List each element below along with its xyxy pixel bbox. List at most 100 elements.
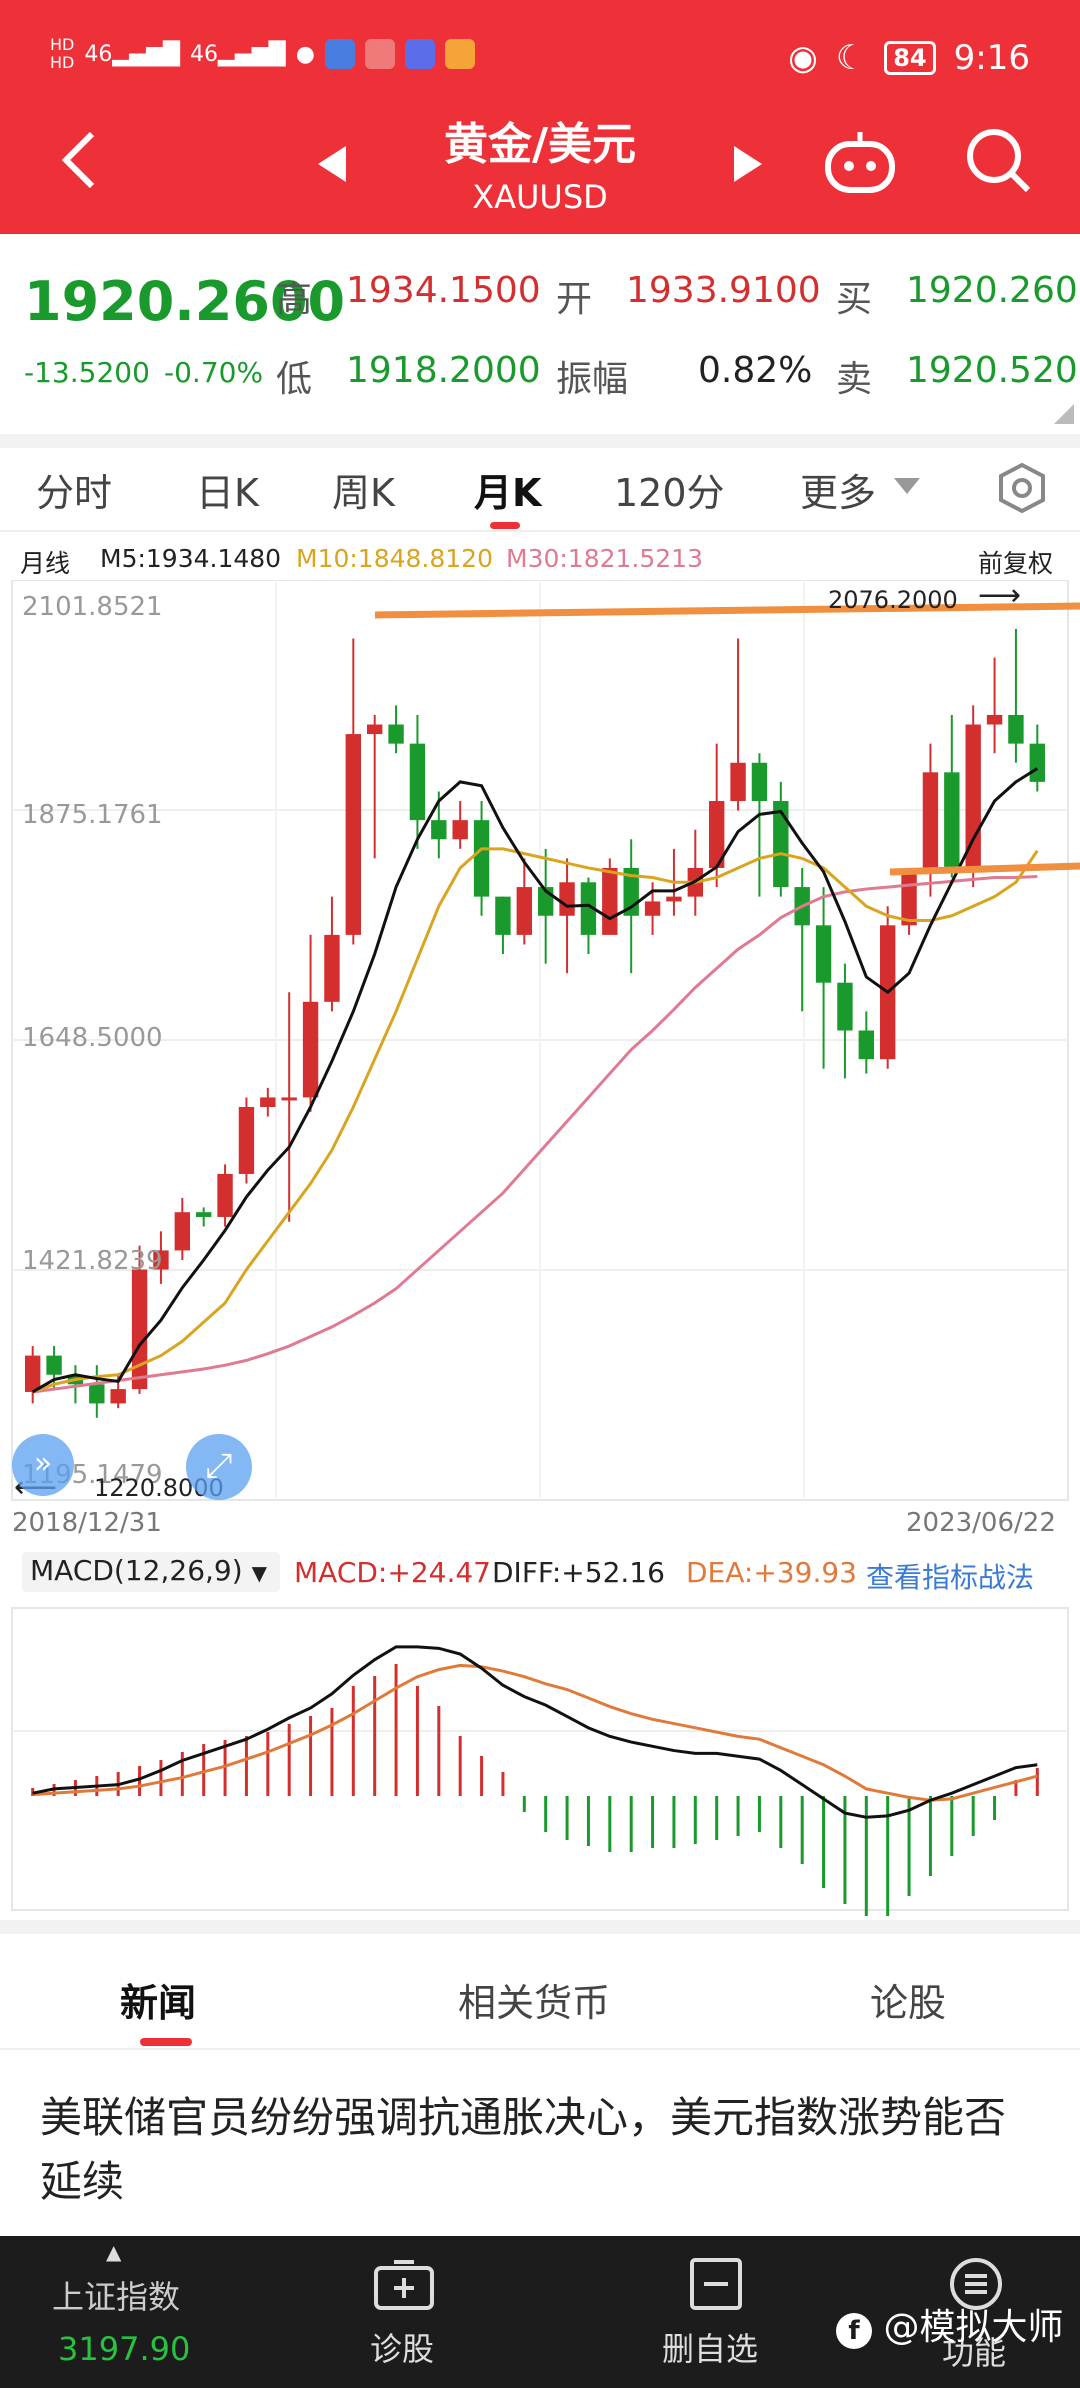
candle-body bbox=[110, 1389, 126, 1404]
macd-value: MACD:+24.47 bbox=[294, 1556, 491, 1589]
back-icon[interactable] bbox=[58, 130, 98, 190]
candle-body bbox=[1008, 714, 1024, 744]
diff-value: DIFF:+52.16 bbox=[492, 1556, 665, 1589]
support-trendline bbox=[889, 862, 1080, 876]
diagnose-button[interactable]: 诊股 bbox=[370, 2330, 435, 2368]
menu-icon[interactable] bbox=[948, 2256, 1004, 2312]
max-price-label: 2076.2000 bbox=[828, 586, 958, 614]
last-price: 1920.2600 bbox=[24, 270, 346, 333]
candle-body bbox=[708, 801, 725, 868]
y-tick-label: 1648.5000 bbox=[22, 1023, 163, 1053]
candle-body bbox=[516, 887, 533, 935]
buy-value: 1920.2600 bbox=[906, 270, 1080, 311]
expand-chart-button[interactable]: ⤢ bbox=[186, 1434, 252, 1500]
candle-body bbox=[858, 1030, 875, 1060]
candle-body bbox=[580, 882, 597, 935]
remove-watchlist-icon[interactable] bbox=[688, 2256, 744, 2312]
moon-icon: ☾ bbox=[835, 38, 867, 78]
tab-weekly-k[interactable]: 周K bbox=[332, 471, 395, 515]
divider bbox=[0, 434, 1080, 448]
active-tab-indicator bbox=[490, 522, 520, 529]
candle-body bbox=[366, 724, 383, 735]
amplitude-label: 振幅 bbox=[556, 359, 629, 400]
candle-body bbox=[1029, 743, 1046, 782]
search-icon[interactable] bbox=[964, 126, 1032, 194]
tab-daily-k[interactable]: 日K bbox=[196, 471, 259, 515]
candle-body bbox=[944, 772, 960, 868]
tab-news[interactable]: 新闻 bbox=[120, 1981, 197, 2025]
dea-value: DEA:+39.93 bbox=[686, 1556, 857, 1589]
candle-body bbox=[666, 896, 682, 902]
max-arrow-icon: ⟶ bbox=[978, 578, 1022, 613]
watermark-text: @模拟大师 bbox=[883, 2307, 1064, 2348]
sell-label: 卖 bbox=[836, 359, 873, 400]
adjust-mode[interactable]: 前复权 bbox=[978, 549, 1054, 578]
price-change: -13.5200 bbox=[24, 356, 150, 389]
divider bbox=[0, 1920, 1080, 1934]
scroll-left-button[interactable]: » bbox=[12, 1434, 74, 1496]
candle-body bbox=[153, 1250, 169, 1270]
robot-icon[interactable] bbox=[822, 126, 898, 196]
quote-panel: 1920.2600 -13.5200 -0.70% 高 1934.1500 低 … bbox=[0, 234, 1080, 434]
candle-body bbox=[46, 1355, 62, 1375]
buy-label: 买 bbox=[836, 279, 873, 320]
symbol-code: XAUUSD bbox=[472, 178, 608, 216]
candle-body bbox=[217, 1173, 233, 1217]
candlestick-chart[interactable] bbox=[0, 580, 1080, 1540]
candle-body bbox=[773, 801, 789, 888]
tab-more[interactable]: 更多 bbox=[800, 471, 877, 515]
tab-120min[interactable]: 120分 bbox=[614, 471, 725, 515]
index-name[interactable]: 上证指数 bbox=[52, 2278, 181, 2316]
eye-icon: ◉ bbox=[788, 38, 818, 78]
candle-body bbox=[452, 820, 468, 840]
app-icon bbox=[324, 39, 355, 69]
tab-timeshare[interactable]: 分时 bbox=[36, 471, 113, 515]
diff-line bbox=[32, 1645, 1038, 1819]
tab-discussion[interactable]: 论股 bbox=[870, 1981, 947, 2025]
candle-body bbox=[751, 762, 768, 802]
ma30-legend: M30:1821.5213 bbox=[506, 544, 703, 573]
indicator-strategy-link[interactable]: 查看指标战法 bbox=[866, 1561, 1035, 1594]
open-label: 开 bbox=[556, 279, 593, 320]
candle-body bbox=[473, 820, 490, 897]
remove-watchlist-button[interactable]: 删自选 bbox=[662, 2330, 759, 2368]
next-symbol-icon[interactable] bbox=[732, 146, 762, 182]
expand-corner-icon[interactable] bbox=[1054, 404, 1074, 424]
function-button[interactable]: 功能 bbox=[942, 2334, 1007, 2372]
prev-symbol-icon[interactable] bbox=[318, 146, 348, 182]
candle-body bbox=[815, 925, 832, 983]
candle-body bbox=[281, 1097, 297, 1101]
tab-related-currency[interactable]: 相关货币 bbox=[458, 1981, 611, 2025]
y-tick-label: 1421.8239 bbox=[22, 1246, 163, 1276]
open-value: 1933.9100 bbox=[626, 270, 821, 311]
news-headline[interactable]: 美联储官员纷纷强调抗通胀决心，美元指数涨势能否延续 bbox=[40, 2093, 1007, 2206]
watermark: f @模拟大师 bbox=[836, 2298, 1063, 2350]
candle-body bbox=[644, 901, 661, 916]
tab-monthly-k[interactable]: 月K bbox=[474, 471, 542, 515]
candle-body bbox=[238, 1107, 255, 1174]
indicator-selector[interactable]: MACD(12,26,9) ▼ bbox=[22, 1552, 280, 1592]
bottom-nav: ▲ 上证指数 3197.90 诊股 删自选 功能 f @模拟大师 bbox=[0, 2236, 1080, 2388]
candle-body bbox=[965, 724, 981, 868]
candle-body bbox=[345, 734, 362, 935]
index-value: 3197.90 bbox=[58, 2330, 191, 2368]
macd-chart bbox=[11, 1607, 1069, 1916]
indicator-selector-label: MACD(12,26,9) bbox=[30, 1554, 243, 1587]
candle-body bbox=[24, 1355, 41, 1392]
facebook-icon: f bbox=[836, 2313, 872, 2349]
app-icon bbox=[364, 39, 395, 69]
status-bar-right: ◉ ☾ 84 9:16 bbox=[788, 38, 1030, 78]
candle-body bbox=[260, 1097, 276, 1108]
candle-body bbox=[986, 714, 1003, 725]
resistance-trendline bbox=[374, 602, 1080, 619]
dea-line bbox=[32, 1663, 1038, 1802]
low-label: 低 bbox=[276, 359, 313, 400]
candle-body bbox=[195, 1212, 212, 1217]
top-header: HD HD 46▂▄▆█ 46▂▄▆█ ● ◉ ☾ 84 9:16 黄金/美元 X… bbox=[0, 0, 1080, 234]
diagnose-icon[interactable] bbox=[372, 2258, 436, 2312]
settings-hexagon-icon[interactable] bbox=[996, 462, 1048, 514]
battery-indicator: 84 bbox=[884, 41, 936, 75]
candle-body bbox=[495, 896, 511, 935]
candle-body bbox=[602, 867, 618, 935]
end-date: 2023/06/22 bbox=[906, 1508, 1056, 1538]
